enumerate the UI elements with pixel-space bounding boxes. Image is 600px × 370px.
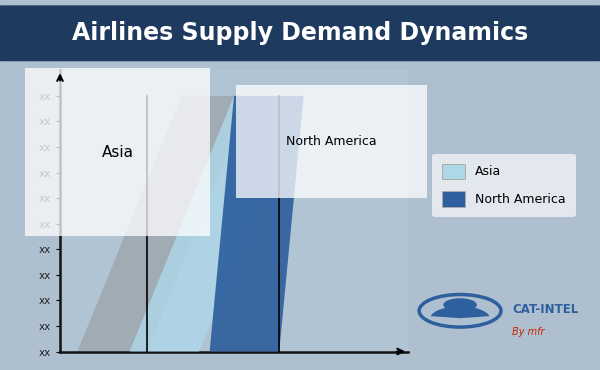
Polygon shape [209, 96, 304, 352]
Polygon shape [130, 96, 304, 352]
FancyBboxPatch shape [0, 5, 600, 61]
Text: Airlines Supply Demand Dynamics: Airlines Supply Demand Dynamics [72, 21, 528, 45]
Text: CAT-INTEL: CAT-INTEL [512, 303, 578, 316]
Polygon shape [77, 96, 251, 352]
Text: North America: North America [286, 135, 377, 148]
Legend: Asia, North America: Asia, North America [433, 154, 575, 216]
Text: Asia: Asia [102, 145, 134, 159]
Text: By mfr: By mfr [512, 326, 545, 337]
Wedge shape [431, 306, 490, 318]
Circle shape [443, 298, 477, 312]
